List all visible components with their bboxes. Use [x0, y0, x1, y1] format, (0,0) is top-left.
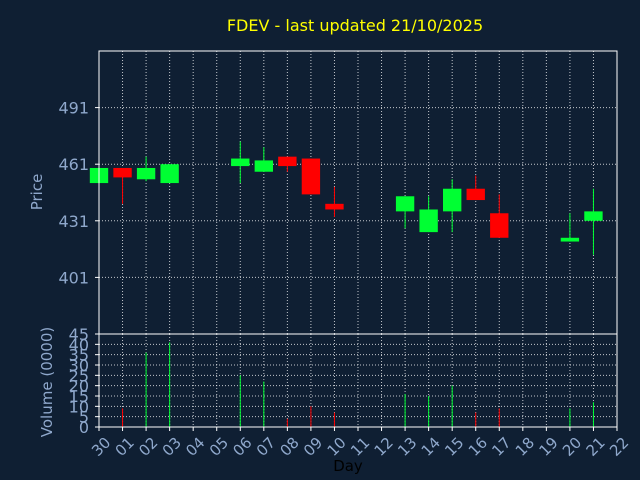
x-tick-label: 13	[394, 434, 420, 460]
volume-axis-label: Volume (0000)	[38, 327, 56, 437]
x-tick-label: 17	[488, 434, 514, 460]
x-tick-label: 19	[535, 434, 561, 460]
price-tick-label: 401	[58, 268, 89, 287]
candle-body	[466, 188, 485, 201]
candle-body	[395, 196, 415, 212]
volume-tick-label: 15	[69, 387, 89, 406]
candle	[278, 156, 297, 172]
candle-body	[301, 158, 321, 195]
price-tick-label: 431	[58, 212, 89, 231]
volume-tick-label: 25	[69, 366, 89, 385]
candle-body	[136, 167, 156, 180]
candle	[466, 175, 485, 201]
volume-tick-label: 20	[69, 377, 89, 396]
candle	[395, 196, 415, 229]
candle-body	[490, 213, 509, 238]
x-tick-label: 22	[606, 434, 632, 460]
candle	[419, 196, 438, 233]
price-axis-label: Price	[28, 174, 46, 211]
x-axis-label: Day	[333, 457, 363, 475]
x-tick-label: 08	[276, 434, 302, 460]
x-tick-label: 06	[229, 434, 255, 460]
candle	[113, 167, 132, 204]
x-tick-label: 16	[465, 434, 491, 460]
x-axis: 3001020304050607080910111213141516171819…	[88, 427, 632, 460]
price-tick-label: 491	[58, 99, 89, 118]
candle	[160, 164, 179, 184]
volume-tick-label: 45	[69, 325, 89, 344]
x-tick-label: 02	[135, 434, 161, 460]
candle	[325, 186, 344, 218]
candle-body	[584, 211, 603, 221]
volume-tick-label: 30	[69, 356, 89, 375]
x-tick-label: 21	[583, 434, 609, 460]
volume-tick-label: 5	[79, 408, 89, 427]
candle	[584, 188, 603, 255]
x-tick-label: 01	[112, 434, 138, 460]
candle-body	[560, 237, 580, 242]
volume-tick-label: 35	[69, 346, 89, 365]
x-tick-label: 04	[182, 434, 208, 460]
x-tick-label: 18	[512, 434, 538, 460]
volume-tick-label: 10	[69, 397, 89, 416]
candle	[231, 141, 250, 184]
x-tick-label: 09	[300, 434, 326, 460]
volume-frame	[98, 333, 618, 428]
x-tick-label: 10	[324, 434, 350, 460]
x-tick-label: 07	[253, 434, 279, 460]
candle-body	[325, 203, 344, 210]
x-tick-label: 20	[559, 434, 585, 460]
price-tick-label: 461	[58, 155, 89, 174]
candle	[490, 194, 509, 238]
candle-body	[419, 209, 438, 233]
price-panel: 401 431 461 491	[58, 50, 618, 335]
candle	[254, 147, 274, 172]
volume-tick-label: 40	[69, 335, 89, 354]
candle-body	[231, 158, 250, 167]
candle-body	[160, 164, 179, 184]
candle	[442, 179, 462, 233]
candle-body	[113, 167, 132, 178]
x-tick-label: 15	[441, 434, 467, 460]
candle	[136, 156, 156, 182]
x-tick-label: 14	[418, 434, 444, 460]
x-tick-label: 11	[347, 434, 373, 460]
candle	[301, 158, 321, 195]
x-tick-label: 05	[206, 434, 232, 460]
x-tick-label: 03	[159, 434, 185, 460]
candle-body	[254, 160, 274, 172]
x-tick-label: 30	[88, 434, 114, 460]
candle-body	[278, 156, 297, 167]
chart-title: FDEV - last updated 21/10/2025	[227, 16, 483, 35]
candle-body	[442, 188, 462, 212]
volume-tick-label: 0	[79, 418, 89, 437]
x-tick-label: 12	[371, 434, 397, 460]
candle	[560, 213, 580, 242]
